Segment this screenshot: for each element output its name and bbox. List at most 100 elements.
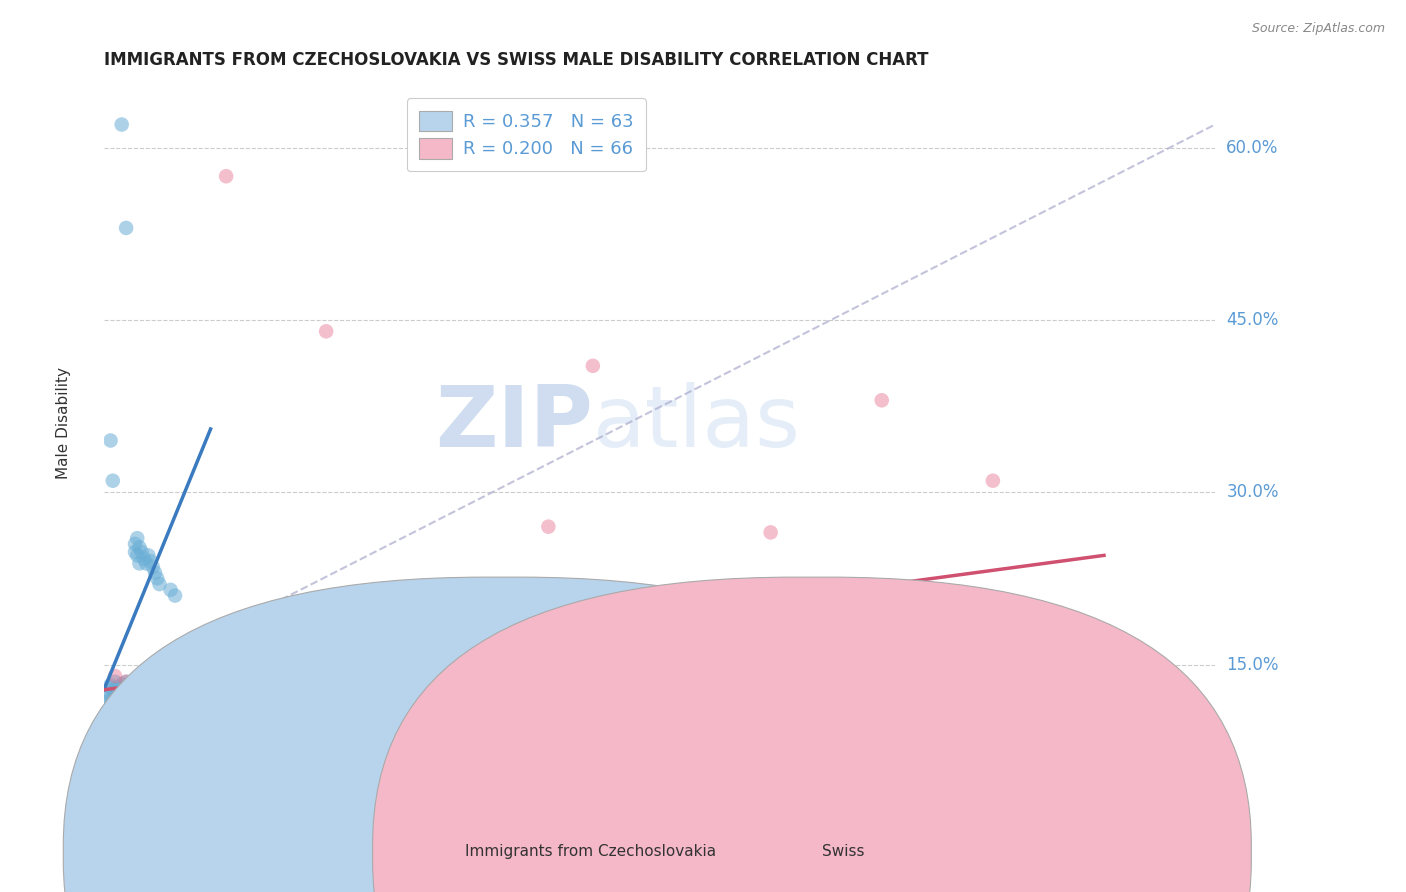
Point: [714, 629, 737, 643]
Point: [97, 694, 120, 708]
Point: [104, 701, 127, 715]
Point: [148, 671, 170, 685]
Point: [139, 554, 162, 568]
Point: [148, 577, 170, 591]
Point: [101, 682, 124, 697]
Point: [426, 606, 449, 620]
Point: [100, 681, 122, 695]
Point: [143, 566, 166, 580]
Text: Immigrants from Czechoslovakia: Immigrants from Czechoslovakia: [465, 845, 716, 859]
Point: [759, 525, 782, 540]
Point: [437, 598, 460, 612]
Text: Swiss: Swiss: [823, 845, 865, 859]
Point: [111, 686, 134, 700]
Point: [870, 393, 893, 408]
Point: [132, 551, 155, 566]
Point: [100, 434, 122, 448]
Point: [159, 582, 181, 597]
Point: [759, 663, 782, 677]
Point: [381, 600, 404, 615]
Point: [124, 545, 146, 559]
Point: [115, 674, 138, 689]
Point: [315, 324, 337, 338]
Point: [226, 640, 249, 655]
Point: [138, 666, 160, 681]
Point: [704, 621, 727, 635]
Point: [360, 614, 382, 628]
Text: Male Disability: Male Disability: [56, 368, 72, 479]
Point: [101, 726, 124, 740]
Point: [117, 687, 139, 701]
Point: [115, 221, 138, 235]
Point: [104, 684, 127, 698]
Point: [97, 701, 120, 715]
Point: [105, 697, 128, 711]
Point: [603, 591, 626, 605]
Point: [100, 690, 122, 704]
Point: [626, 602, 648, 616]
Point: [159, 678, 181, 692]
Point: [115, 674, 138, 689]
Point: [392, 609, 415, 624]
Point: [259, 644, 281, 658]
Point: [503, 591, 526, 605]
Point: [108, 698, 131, 713]
Point: [104, 674, 127, 689]
Point: [97, 686, 120, 700]
Point: [170, 663, 193, 677]
Point: [101, 700, 124, 714]
Point: [537, 519, 560, 533]
Point: [637, 594, 659, 608]
Point: [981, 474, 1004, 488]
Legend: R = 0.357   N = 63, R = 0.200   N = 66: R = 0.357 N = 63, R = 0.200 N = 66: [406, 98, 645, 171]
Text: IMMIGRANTS FROM CZECHOSLOVAKIA VS SWISS MALE DISABILITY CORRELATION CHART: IMMIGRANTS FROM CZECHOSLOVAKIA VS SWISS …: [104, 51, 928, 69]
Point: [101, 706, 124, 721]
Point: [548, 579, 571, 593]
Point: [492, 600, 515, 615]
Point: [127, 681, 149, 695]
Point: [100, 698, 122, 712]
Point: [117, 678, 139, 692]
Point: [105, 704, 128, 718]
Text: atlas: atlas: [593, 382, 801, 465]
Point: [593, 606, 616, 620]
Point: [121, 685, 143, 699]
Text: 50.0%: 50.0%: [1163, 797, 1215, 814]
Point: [104, 693, 127, 707]
Point: [748, 660, 770, 674]
Point: [115, 684, 138, 698]
Point: [108, 682, 131, 697]
Text: 30.0%: 30.0%: [1226, 483, 1278, 501]
Point: [181, 652, 204, 666]
Point: [135, 557, 157, 571]
Point: [515, 606, 537, 620]
Point: [249, 634, 271, 648]
Point: [281, 637, 304, 651]
Point: [682, 614, 704, 628]
Point: [111, 118, 134, 132]
Point: [111, 677, 134, 691]
Point: [142, 560, 165, 574]
Point: [659, 606, 682, 620]
Point: [105, 681, 128, 695]
Point: [111, 694, 134, 708]
Text: ZIP: ZIP: [434, 382, 593, 465]
Point: [270, 629, 292, 643]
Point: [915, 652, 938, 666]
Point: [737, 652, 759, 666]
Point: [97, 706, 120, 720]
Text: Source: ZipAtlas.com: Source: ZipAtlas.com: [1251, 22, 1385, 36]
Point: [482, 586, 505, 600]
Point: [526, 598, 548, 612]
Point: [370, 606, 392, 620]
Text: 15.0%: 15.0%: [1226, 656, 1278, 673]
Point: [304, 632, 326, 647]
Point: [131, 545, 153, 559]
Point: [100, 732, 122, 747]
Point: [404, 602, 426, 616]
Point: [177, 744, 200, 758]
Point: [204, 646, 226, 660]
Point: [127, 531, 149, 545]
Point: [215, 169, 238, 184]
Point: [415, 594, 437, 608]
